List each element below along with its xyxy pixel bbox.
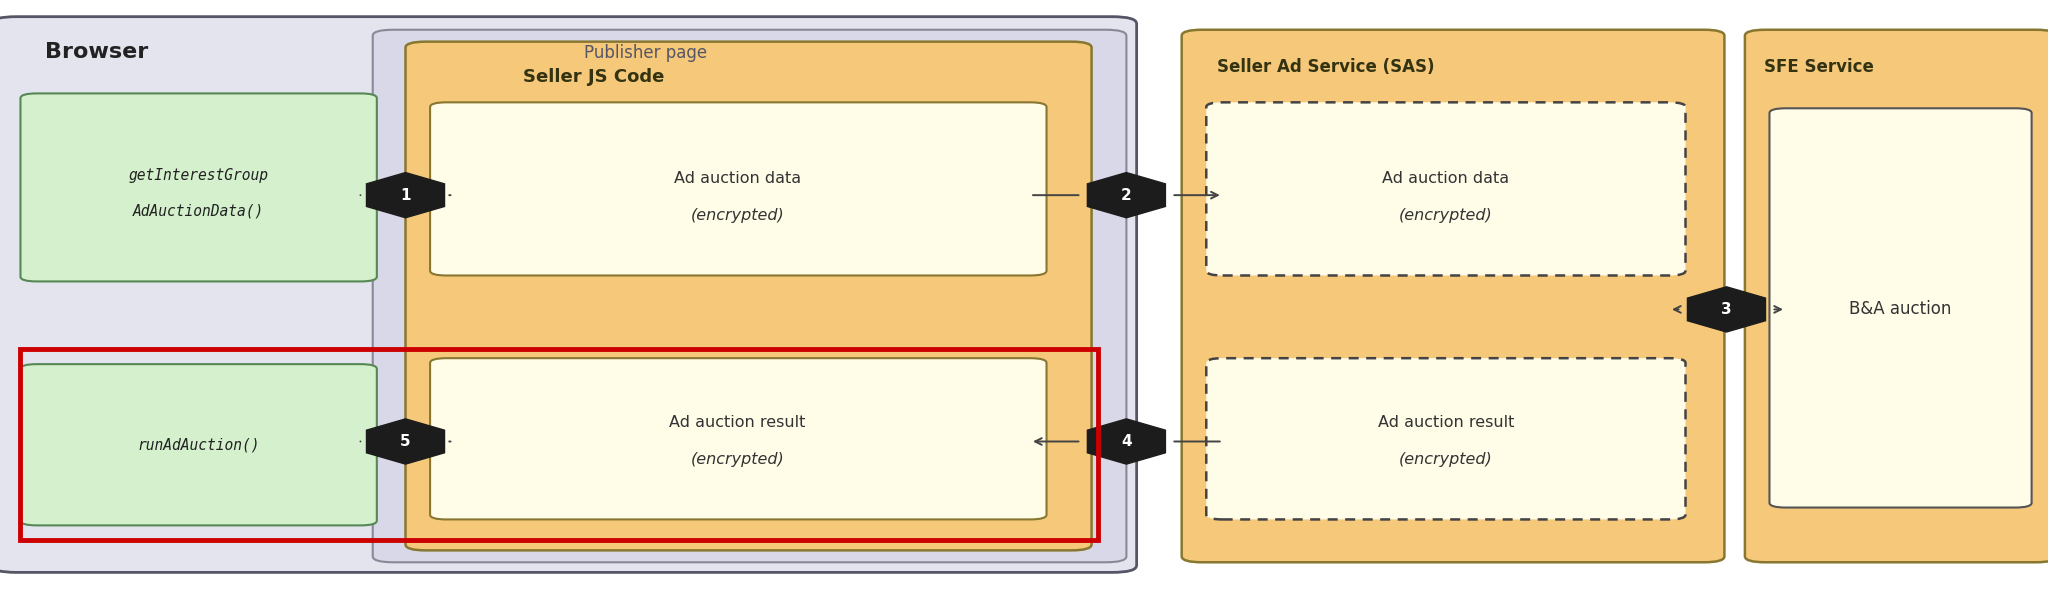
- Text: B&A auction: B&A auction: [1849, 300, 1952, 318]
- FancyBboxPatch shape: [1182, 30, 1724, 562]
- Text: 4: 4: [1120, 434, 1133, 449]
- Text: (encrypted): (encrypted): [690, 208, 784, 223]
- Text: 5: 5: [399, 434, 412, 449]
- Text: 1: 1: [399, 187, 412, 203]
- FancyBboxPatch shape: [1206, 102, 1686, 275]
- Polygon shape: [1087, 419, 1165, 464]
- FancyBboxPatch shape: [406, 42, 1092, 550]
- Text: Seller JS Code: Seller JS Code: [522, 68, 666, 86]
- Text: Browser: Browser: [45, 42, 147, 62]
- Text: (encrypted): (encrypted): [1399, 208, 1493, 223]
- FancyBboxPatch shape: [430, 358, 1047, 519]
- Text: Ad auction result: Ad auction result: [670, 415, 805, 430]
- Text: (encrypted): (encrypted): [690, 452, 784, 467]
- FancyBboxPatch shape: [1769, 108, 2032, 508]
- Text: 3: 3: [1720, 302, 1733, 317]
- Text: Ad auction data: Ad auction data: [1382, 171, 1509, 186]
- Text: Publisher page: Publisher page: [584, 45, 707, 62]
- Polygon shape: [367, 419, 444, 464]
- Text: AdAuctionData(): AdAuctionData(): [133, 203, 264, 219]
- Bar: [20, 349, 1098, 540]
- FancyBboxPatch shape: [0, 17, 1137, 572]
- Text: (encrypted): (encrypted): [1399, 452, 1493, 467]
- FancyBboxPatch shape: [20, 93, 377, 281]
- Text: runAdAuction(): runAdAuction(): [137, 437, 260, 453]
- FancyBboxPatch shape: [373, 30, 1126, 562]
- FancyBboxPatch shape: [430, 102, 1047, 275]
- FancyBboxPatch shape: [1745, 30, 2048, 562]
- Polygon shape: [1688, 287, 1765, 332]
- Text: getInterestGroup: getInterestGroup: [129, 168, 268, 183]
- Text: SFE Service: SFE Service: [1763, 58, 1874, 76]
- Text: Ad auction result: Ad auction result: [1378, 415, 1513, 430]
- FancyBboxPatch shape: [1206, 358, 1686, 519]
- Text: 2: 2: [1120, 187, 1133, 203]
- Text: Ad auction data: Ad auction data: [674, 171, 801, 186]
- Polygon shape: [1087, 173, 1165, 218]
- Polygon shape: [367, 173, 444, 218]
- Text: Seller Ad Service (SAS): Seller Ad Service (SAS): [1217, 58, 1434, 76]
- FancyBboxPatch shape: [20, 364, 377, 525]
